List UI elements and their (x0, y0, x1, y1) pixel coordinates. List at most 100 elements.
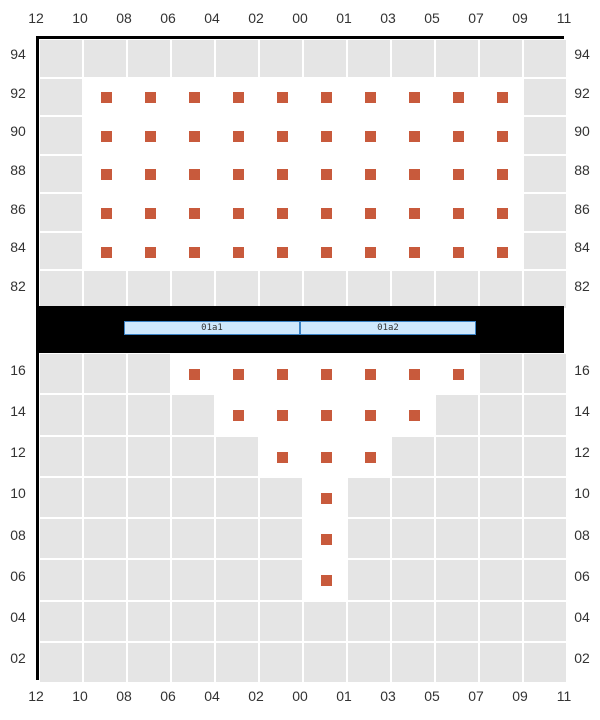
col-label: 01 (330, 688, 358, 704)
rack-marker (453, 247, 464, 258)
grid-cell (391, 436, 435, 477)
active-cell (435, 116, 479, 155)
rack-marker (277, 410, 288, 421)
grid-cell (83, 477, 127, 518)
grid-cell (523, 436, 567, 477)
rack-marker (409, 208, 420, 219)
row-label-right: 06 (568, 568, 596, 584)
rack-marker (145, 169, 156, 180)
grid-cell (435, 436, 479, 477)
row-label-right: 08 (568, 527, 596, 543)
grid-cell (259, 39, 303, 78)
active-cell (83, 78, 127, 117)
rack-marker (321, 92, 332, 103)
active-cell (435, 78, 479, 117)
grid-cell (83, 601, 127, 642)
panel-frame (36, 36, 564, 306)
grid-cell (523, 270, 567, 309)
active-cell (347, 193, 391, 232)
col-label: 04 (198, 10, 226, 26)
grid-cell (171, 642, 215, 683)
col-label: 10 (66, 10, 94, 26)
grid-cell (523, 394, 567, 435)
row-label-right: 88 (568, 162, 596, 178)
rack-marker (497, 131, 508, 142)
row-label-left: 92 (4, 85, 32, 101)
grid-cell (127, 601, 171, 642)
grid-cell (523, 39, 567, 78)
rack-marker (321, 575, 332, 586)
grid-cell (39, 436, 83, 477)
rack-marker (409, 247, 420, 258)
col-label: 09 (506, 10, 534, 26)
rack-marker (321, 169, 332, 180)
active-cell (479, 193, 523, 232)
active-cell (347, 232, 391, 271)
rack-marker (189, 247, 200, 258)
col-label: 04 (198, 688, 226, 704)
grid-cell (435, 642, 479, 683)
grid-cell (347, 559, 391, 600)
grid-cell (39, 477, 83, 518)
active-cell (215, 116, 259, 155)
col-label: 03 (374, 688, 402, 704)
col-label: 01 (330, 10, 358, 26)
active-cell (303, 232, 347, 271)
active-cell (127, 78, 171, 117)
active-cell (259, 394, 303, 435)
active-cell (391, 78, 435, 117)
grid-cell (347, 518, 391, 559)
row-label-left: 84 (4, 239, 32, 255)
grid-cell (391, 559, 435, 600)
grid-cell (215, 518, 259, 559)
active-cell (259, 436, 303, 477)
active-cell (347, 353, 391, 394)
rack-marker (409, 92, 420, 103)
grid-cell (39, 193, 83, 232)
grid-cell (39, 270, 83, 309)
active-cell (347, 436, 391, 477)
rack-marker (233, 131, 244, 142)
grid-cell (523, 116, 567, 155)
rack-marker (277, 208, 288, 219)
grid-cell (171, 601, 215, 642)
row-label-left: 88 (4, 162, 32, 178)
rack-marker (145, 247, 156, 258)
col-label: 09 (506, 688, 534, 704)
row-label-right: 90 (568, 123, 596, 139)
rack-marker (233, 410, 244, 421)
grid-cell (479, 353, 523, 394)
grid-cell (171, 39, 215, 78)
rack-marker (233, 369, 244, 380)
rack-marker (189, 92, 200, 103)
active-cell (259, 78, 303, 117)
rack-marker (145, 92, 156, 103)
col-label: 05 (418, 10, 446, 26)
grid-cell (127, 518, 171, 559)
rack-marker (365, 92, 376, 103)
col-label: 02 (242, 10, 270, 26)
rack-marker (497, 92, 508, 103)
row-label-right: 94 (568, 46, 596, 62)
grid-cell (39, 353, 83, 394)
active-cell (83, 155, 127, 194)
active-cell (259, 155, 303, 194)
grid-cell (39, 518, 83, 559)
rack-marker (409, 169, 420, 180)
active-cell (303, 155, 347, 194)
rack-marker (453, 92, 464, 103)
active-cell (479, 155, 523, 194)
rack-marker (409, 369, 420, 380)
active-cell (171, 116, 215, 155)
row-label-right: 84 (568, 239, 596, 255)
grid-cell (215, 270, 259, 309)
row-label-right: 82 (568, 278, 596, 294)
grid-cell (523, 232, 567, 271)
active-cell (391, 353, 435, 394)
grid-cell (259, 642, 303, 683)
active-cell (303, 477, 347, 518)
grid-cell (303, 642, 347, 683)
grid-cell (39, 78, 83, 117)
grid-cell (127, 394, 171, 435)
rack-marker (101, 208, 112, 219)
